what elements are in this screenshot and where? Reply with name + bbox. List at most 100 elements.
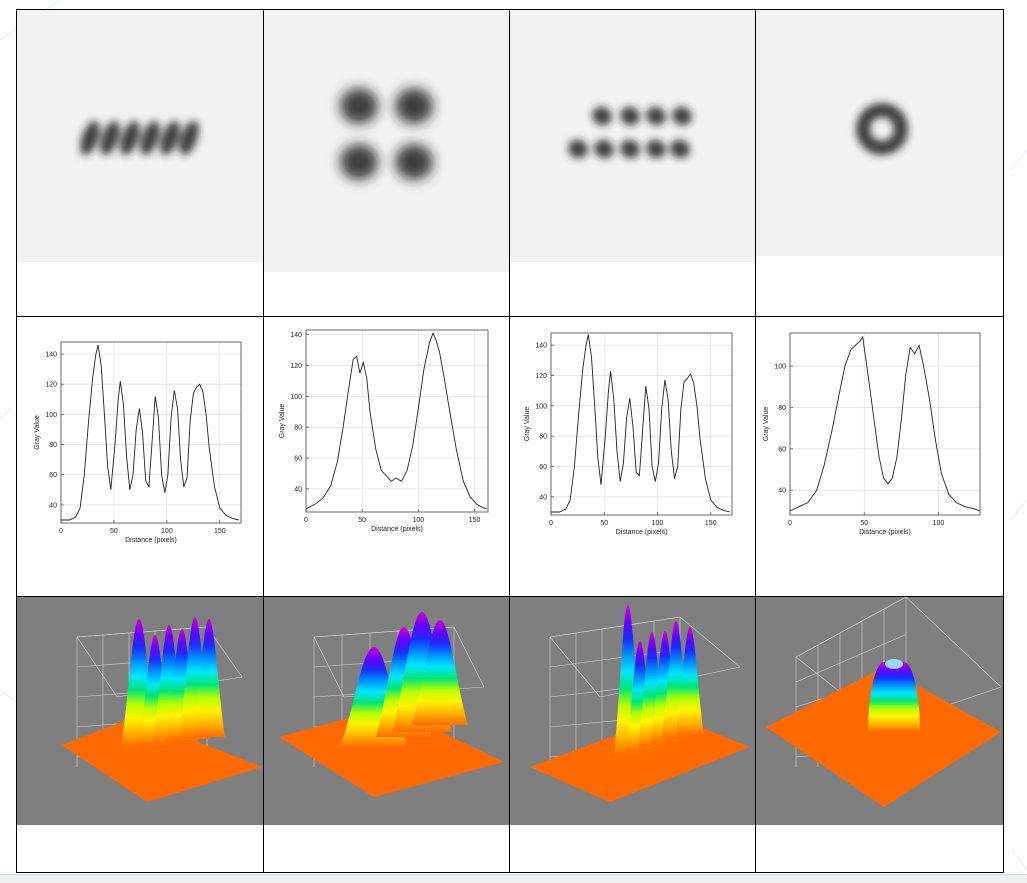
profile-cell-4: 0 50 100 40 60 80 100 Distance (pixels) Gray Val… bbox=[755, 316, 1004, 597]
x-tick-label: 50 bbox=[860, 520, 868, 527]
beam-lobe bbox=[140, 120, 160, 156]
x-tick-label: 50 bbox=[600, 520, 608, 527]
beam-lobe bbox=[340, 144, 378, 180]
y-tick-label: 40 bbox=[778, 488, 786, 495]
surface-cell-4 bbox=[755, 596, 1004, 873]
surface-plot-2 bbox=[264, 597, 509, 825]
y-tick-label: 60 bbox=[539, 464, 547, 471]
plot-frame bbox=[550, 332, 733, 516]
y-axis-label: Gray Value bbox=[763, 407, 770, 442]
beam-lobe bbox=[670, 139, 690, 159]
surface-floor bbox=[530, 715, 750, 802]
y-tick-label: 80 bbox=[778, 405, 786, 412]
x-axis-label: Distance (pixels) bbox=[125, 537, 177, 544]
beam-image-row bbox=[16, 9, 1004, 317]
beam-lobe bbox=[620, 106, 640, 126]
line-profile-chart-1: 0 50 100 150 40 60 80 100 120 140 Distance (pixels… bbox=[34, 341, 242, 544]
surface-cell-2 bbox=[263, 596, 510, 873]
line-profile-row: 0 50 100 150 40 60 80 100 120 140 Distance (pixels… bbox=[16, 316, 1004, 597]
beam-lobe bbox=[80, 120, 100, 156]
line-profile-chart-4: 0 50 100 40 60 80 100 Distance (pixels) Gray Val… bbox=[763, 332, 981, 536]
y-tick-label: 40 bbox=[294, 486, 302, 493]
beam-image-cell-3 bbox=[509, 9, 756, 317]
y-tick-label: 100 bbox=[535, 403, 547, 410]
profile-cell-3: 0 50 100 150 40 60 80 100 120 140 Distance (pixels… bbox=[509, 316, 756, 597]
series-line bbox=[551, 334, 731, 513]
beam-image-four-lobes bbox=[264, 10, 509, 272]
beam-lobe bbox=[646, 139, 666, 159]
y-tick-label: 140 bbox=[535, 343, 547, 350]
surface-cell-3 bbox=[509, 596, 756, 873]
beam-lobe bbox=[620, 139, 640, 159]
x-tick-label: 50 bbox=[358, 517, 366, 524]
x-tick-label: 150 bbox=[705, 520, 717, 527]
beam-image-background bbox=[756, 10, 1003, 256]
y-axis-label: Gray Value bbox=[279, 404, 286, 439]
y-tick-label: 40 bbox=[539, 494, 547, 501]
x-tick-label: 100 bbox=[413, 517, 425, 524]
surface-floor bbox=[279, 707, 504, 797]
beam-image-cell-2 bbox=[263, 9, 510, 317]
y-tick-label: 140 bbox=[290, 332, 302, 339]
page-bottom-bar bbox=[0, 874, 1027, 883]
beam-lobe bbox=[160, 120, 180, 156]
line-profile-chart-2: 0 50 100 150 40 60 80 100 120 140 Distance (pixels… bbox=[279, 329, 489, 533]
y-tick-label: 100 bbox=[774, 364, 786, 371]
y-tick-label: 80 bbox=[539, 434, 547, 441]
x-axis-label: Distance (pixels) bbox=[371, 526, 423, 533]
beam-image-double-row bbox=[510, 10, 755, 262]
y-tick-label: 100 bbox=[45, 412, 57, 419]
surface-plot-3 bbox=[510, 597, 755, 825]
beam-image-ring bbox=[756, 10, 1003, 256]
beam-lobe bbox=[340, 88, 378, 124]
x-tick-label: 100 bbox=[933, 520, 945, 527]
beam-lobe bbox=[120, 120, 140, 156]
beam-lobe bbox=[100, 120, 120, 156]
figure-grid: 0 50 100 150 40 60 80 100 120 140 Distance (pixels… bbox=[16, 9, 1004, 873]
beam-image-background bbox=[264, 10, 509, 272]
surface-cell-1 bbox=[16, 596, 264, 873]
beam-lobe bbox=[568, 139, 588, 159]
beam-ring bbox=[856, 103, 908, 155]
y-tick-label: 120 bbox=[45, 382, 57, 389]
y-axis-label: Gray Value bbox=[524, 407, 531, 442]
surface-peak bbox=[676, 627, 704, 735]
series-line bbox=[305, 331, 488, 510]
ring-center-dip bbox=[885, 659, 903, 669]
y-tick-label: 40 bbox=[49, 502, 57, 509]
beam-lobe bbox=[592, 106, 612, 126]
beam-lobe bbox=[395, 144, 433, 180]
x-tick-label: 150 bbox=[469, 517, 481, 524]
beam-image-background bbox=[510, 10, 755, 262]
y-tick-label: 60 bbox=[778, 446, 786, 453]
surface-plot-1 bbox=[17, 597, 263, 825]
beam-lobe bbox=[594, 139, 614, 159]
beam-image-background bbox=[17, 10, 263, 262]
y-tick-label: 140 bbox=[45, 352, 57, 359]
x-tick-label: 50 bbox=[110, 528, 118, 535]
line-profile-chart-3: 0 50 100 150 40 60 80 100 120 140 Distance (pixels… bbox=[524, 332, 733, 536]
surface-floor bbox=[62, 717, 262, 802]
plot-frame bbox=[305, 329, 489, 513]
x-tick-label: 100 bbox=[161, 528, 173, 535]
surface-plot-row bbox=[16, 596, 1004, 873]
x-tick-label: 0 bbox=[549, 520, 553, 527]
beam-lobe bbox=[395, 88, 433, 124]
surface-peak bbox=[412, 620, 468, 725]
x-tick-label: 0 bbox=[788, 520, 792, 527]
x-axis-label: Distance (pixels) bbox=[616, 529, 668, 536]
x-axis-label: Distance (pixels) bbox=[859, 529, 911, 536]
y-tick-label: 80 bbox=[49, 442, 57, 449]
y-tick-label: 100 bbox=[290, 394, 302, 401]
surface-plot-4 bbox=[756, 597, 1003, 825]
series-line bbox=[789, 335, 981, 512]
y-tick-label: 60 bbox=[294, 456, 302, 463]
y-axis-label: Gray Value bbox=[34, 415, 41, 450]
y-tick-label: 60 bbox=[49, 472, 57, 479]
beam-lobe bbox=[179, 120, 199, 156]
plot-frame bbox=[789, 332, 981, 516]
surface-peak bbox=[868, 662, 920, 732]
y-tick-label: 120 bbox=[535, 373, 547, 380]
beam-lobe bbox=[672, 106, 692, 126]
series-line bbox=[61, 344, 240, 521]
